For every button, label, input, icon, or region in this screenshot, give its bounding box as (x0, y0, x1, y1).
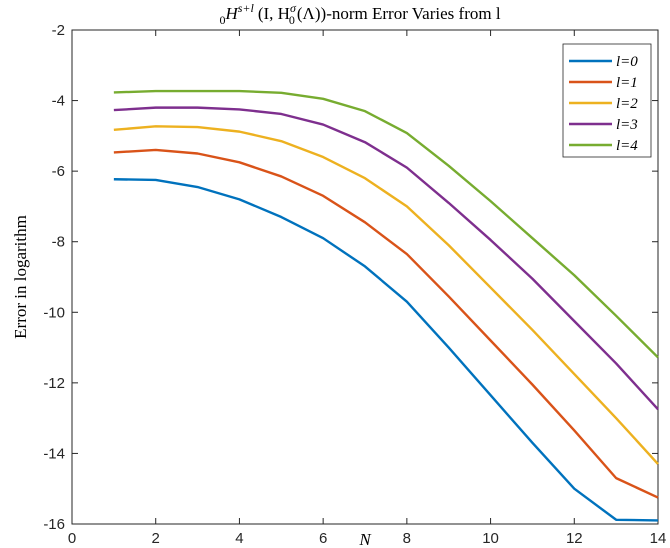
y-tick-label: -12 (43, 375, 65, 392)
x-tick-label: 8 (403, 530, 411, 547)
x-axis-label: N (358, 530, 372, 548)
y-tick-label: -2 (52, 22, 65, 39)
series-line-l2 (113, 125, 659, 465)
series-line-l4 (113, 89, 659, 359)
legend-label: l=0 (616, 54, 638, 70)
x-tick-label: 4 (235, 530, 243, 547)
legend-box (562, 43, 652, 158)
series-line-l3 (113, 106, 659, 411)
series-line-l0 (113, 178, 659, 522)
y-axis-label: Error in logarithm (11, 215, 30, 339)
legend: l=0 l=1 l=2 l=3 l=4 (562, 43, 652, 158)
y-tick-label: -6 (52, 163, 65, 180)
x-tick-label: 2 (152, 530, 160, 547)
axis-ticks: 0 2 4 6 8 10 12 14 -2 -4 -6 -8 -10 -12 -14 -16 (43, 22, 666, 547)
legend-label: l=4 (616, 138, 638, 154)
y-tick-label: -14 (43, 445, 65, 462)
x-tick-label: 10 (482, 530, 499, 547)
x-tick-label: 6 (319, 530, 327, 547)
y-tick-label: -4 (52, 93, 65, 110)
y-tick-label: -10 (43, 304, 65, 321)
legend-label: l=2 (616, 96, 638, 112)
legend-label: l=1 (616, 75, 638, 91)
series-line-l1 (113, 148, 659, 499)
y-tick-label: -8 (52, 234, 65, 251)
x-tick-label: 14 (650, 530, 667, 547)
y-tick-label: -16 (43, 516, 65, 533)
legend-label: l=3 (616, 117, 638, 133)
series-lines (113, 89, 659, 522)
chart-title: 0Hs+l (I, Hσ 0 (Λ))-norm Error Varies from … (219, 1, 500, 27)
x-tick-label: 0 (68, 530, 76, 547)
x-tick-label: 12 (566, 530, 583, 547)
